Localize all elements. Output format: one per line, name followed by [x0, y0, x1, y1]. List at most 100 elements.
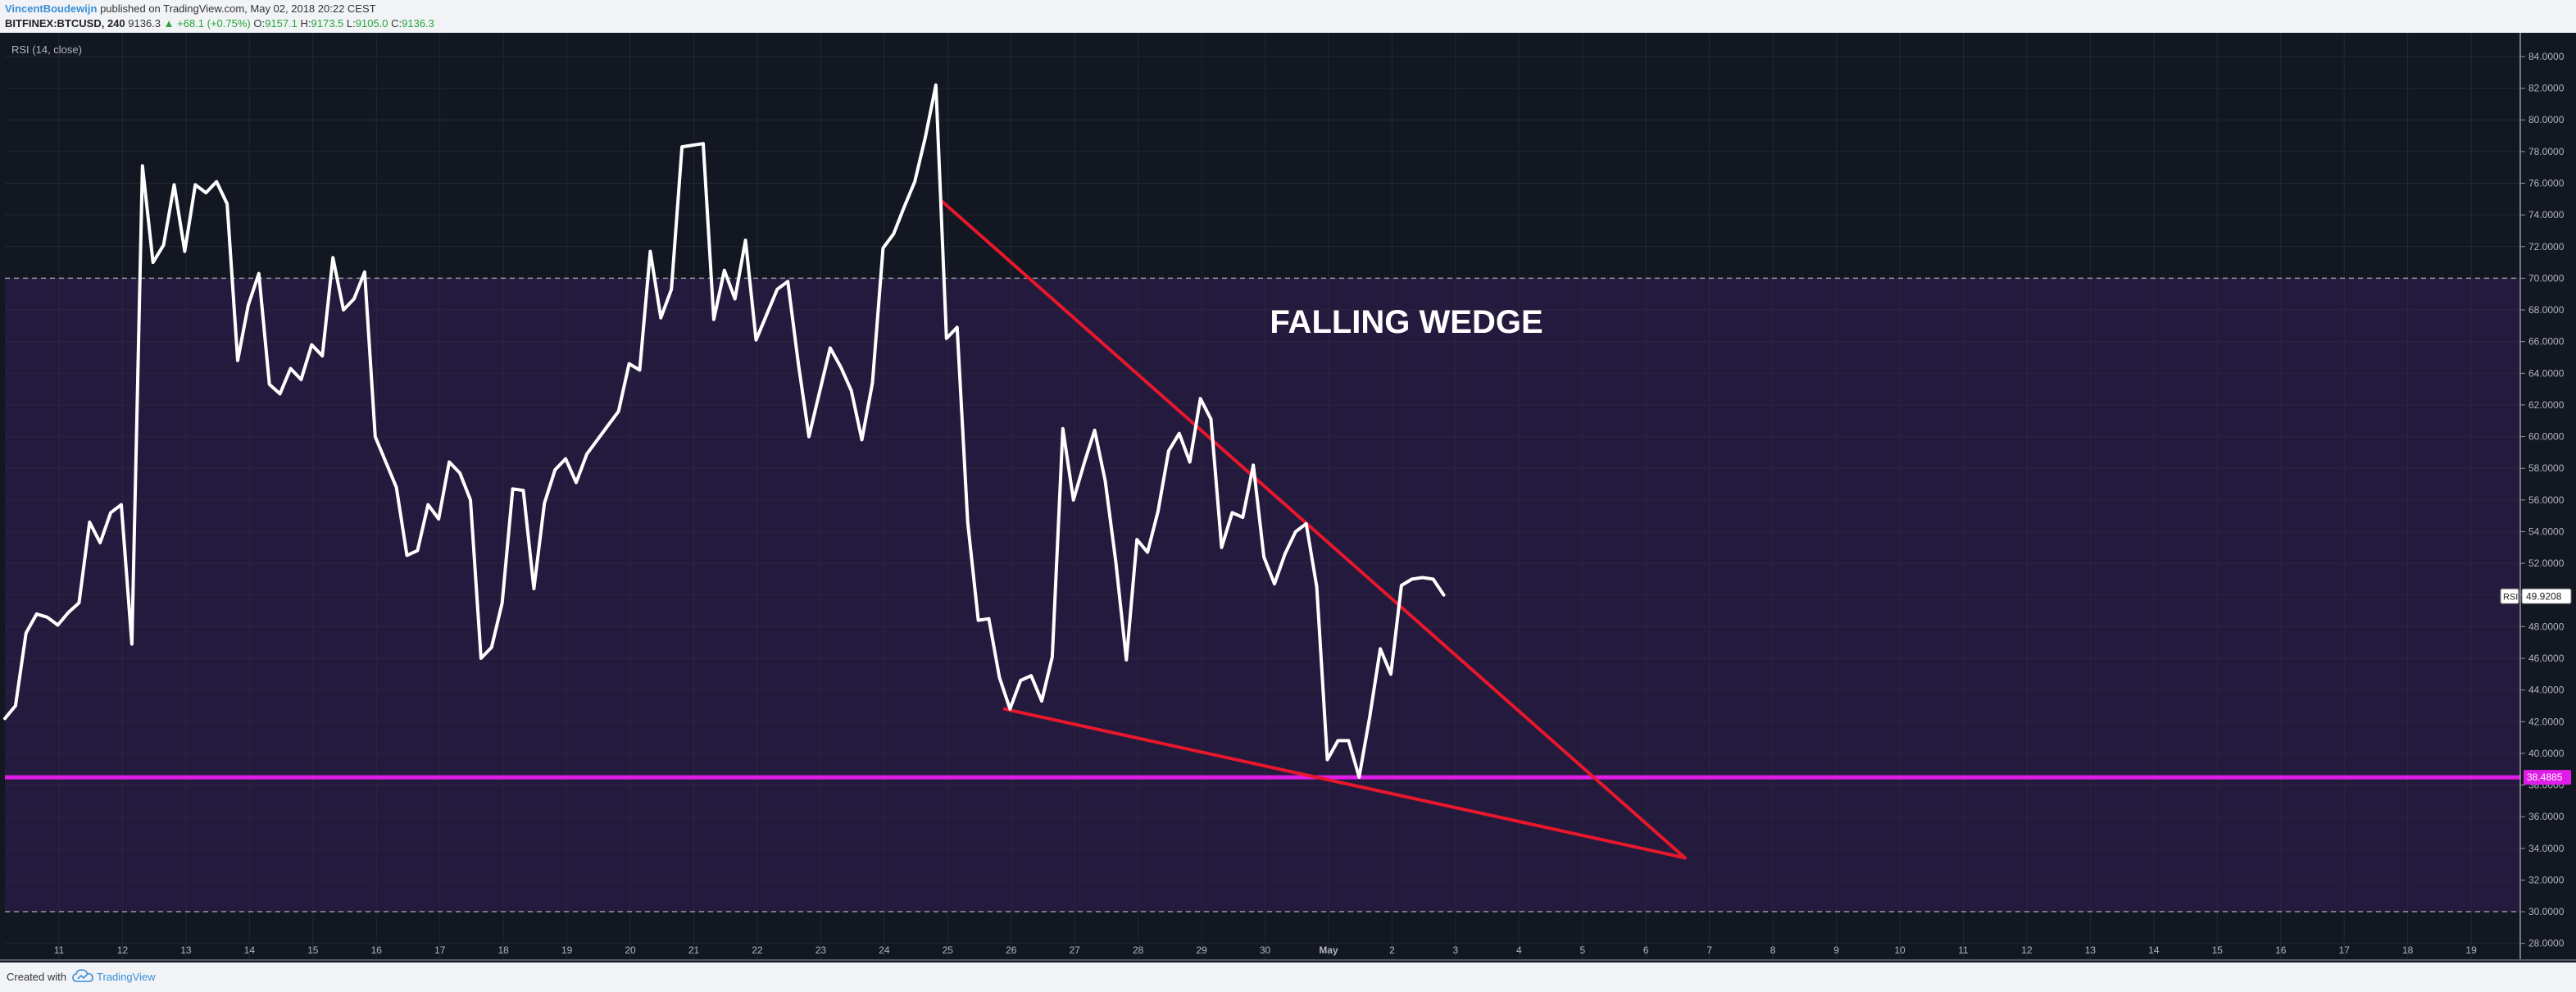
x-tick-label: 16: [371, 944, 383, 956]
rsi-tag-box: [2500, 588, 2519, 604]
rsi-line: [3, 83, 1446, 779]
x-tick-label: May: [1319, 944, 1338, 956]
x-tick-label: 24: [879, 944, 890, 956]
symbol-name: BITFINEX:BTCUSD, 240: [5, 17, 125, 30]
y-tick-label: 46.0000: [2528, 653, 2565, 664]
x-tick-label: 23: [816, 944, 827, 956]
x-tick-label: 18: [2402, 944, 2414, 956]
x-tick-label: 29: [1196, 944, 1207, 956]
rsi-chart-svg[interactable]: 28.000030.000032.000034.000036.000038.00…: [0, 33, 2576, 962]
x-tick-label: 26: [1006, 944, 1017, 956]
y-tick-label: 76.0000: [2528, 178, 2565, 189]
x-tick-label: 6: [1643, 944, 1649, 956]
x-tick-label: 20: [625, 944, 636, 956]
x-tick-label: 18: [497, 944, 509, 956]
x-tick-label: 17: [2339, 944, 2351, 956]
time-axis: 11 12 13 14 15 16 17 18 19 20 21 22 23 24 25 26 27 28 29 30…: [0, 944, 2576, 961]
x-tick-label: 30: [1260, 944, 1271, 956]
y-tick-label: 72.0000: [2528, 241, 2565, 253]
x-tick-label: 27: [1070, 944, 1081, 956]
wedge-trendline-0: [939, 198, 1687, 860]
support-value-label: 38.4885: [2527, 771, 2563, 783]
y-tick-label: 52.0000: [2528, 557, 2565, 569]
x-tick-label: 25: [943, 944, 954, 956]
x-tick-label: 9: [1833, 944, 1839, 956]
close-label: C:: [391, 17, 402, 30]
close-value: 9136.3: [402, 17, 434, 30]
author-link[interactable]: VincentBoudewijn: [5, 2, 98, 15]
x-tick-label: 11: [54, 944, 65, 956]
x-tick-label: 16: [2275, 944, 2287, 956]
tradingview-cloud-icon[interactable]: [72, 969, 93, 984]
y-tick-label: 64.0000: [2528, 367, 2565, 379]
publish-info: VincentBoudewijn published on TradingVie…: [5, 2, 376, 15]
y-tick-label: 60.0000: [2528, 431, 2565, 443]
low-value: 9105.0: [355, 17, 388, 30]
last-price: 9136.3: [128, 17, 161, 30]
indicator-label[interactable]: RSI (14, close): [11, 43, 82, 56]
y-tick-label: 54.0000: [2528, 526, 2565, 537]
wedge-trendline-1: [1002, 707, 1687, 860]
x-tick-label: 21: [688, 944, 700, 956]
x-tick-label: 28: [1133, 944, 1144, 956]
y-tick-label: 74.0000: [2528, 209, 2565, 221]
x-tick-label: 7: [1706, 944, 1712, 956]
x-tick-label: 17: [434, 944, 446, 956]
y-tick-label: 42.0000: [2528, 716, 2565, 727]
y-tick-label: 44.0000: [2528, 685, 2565, 696]
y-tick-label: 58.0000: [2528, 462, 2565, 474]
grid-lines: [5, 33, 2520, 959]
y-tick-label: 78.0000: [2528, 146, 2565, 157]
y-tick-label: 48.0000: [2528, 621, 2565, 632]
y-tick-label: 40.0000: [2528, 748, 2565, 759]
trendlines: [939, 198, 1687, 860]
tradingview-link[interactable]: TradingView: [97, 971, 156, 983]
low-label: L:: [346, 17, 356, 30]
x-tick-label: 10: [1894, 944, 1906, 956]
open-label: O:: [253, 17, 266, 30]
y-tick-label: 32.0000: [2528, 874, 2565, 885]
y-tick-label: 70.0000: [2528, 272, 2565, 284]
y-tick-label: 30.0000: [2528, 906, 2565, 917]
chart-header: VincentBoudewijn published on TradingVie…: [0, 0, 2576, 33]
y-tick-label: 28.0000: [2528, 938, 2565, 949]
x-tick-label: 19: [2465, 944, 2477, 956]
x-tick-label: 13: [2085, 944, 2097, 956]
x-tick-label: 22: [752, 944, 763, 956]
x-tick-label: 5: [1579, 944, 1585, 956]
y-tick-label: 80.0000: [2528, 114, 2565, 125]
falling-wedge-label: FALLING WEDGE: [1270, 304, 1542, 340]
high-label: H:: [300, 17, 311, 30]
support-price-tag: [2524, 770, 2571, 785]
x-tick-label: 8: [1770, 944, 1776, 956]
y-tick-label: 34.0000: [2528, 843, 2565, 854]
reference-lines: [5, 277, 2520, 912]
open-value: 9157.1: [265, 17, 298, 30]
symbol-info: BITFINEX:BTCUSD, 240 9136.3 ▲ +68.1 (+0.…: [5, 17, 434, 30]
price-axis: 28.000030.000032.000034.000036.000038.00…: [2500, 33, 2572, 959]
y-tick-label: 66.0000: [2528, 336, 2565, 348]
x-tick-label: 15: [2212, 944, 2224, 956]
price-change: ▲ +68.1 (+0.75%): [163, 17, 251, 30]
x-tick-label: 14: [244, 944, 256, 956]
rsi-last-value: 49.9208: [2526, 590, 2562, 602]
high-value: 9173.5: [311, 17, 344, 30]
y-tick-label: 36.0000: [2528, 811, 2565, 822]
x-tick-label: 15: [307, 944, 319, 956]
x-tick-label: 19: [561, 944, 573, 956]
x-tick-label: 12: [2021, 944, 2033, 956]
x-tick-label: 3: [1453, 944, 1459, 956]
x-tick-label: 4: [1516, 944, 1522, 956]
y-tick-label: 82.0000: [2528, 83, 2565, 94]
x-tick-label: 14: [2148, 944, 2160, 956]
rsi-value-box: [2521, 588, 2572, 604]
rsi-series: [3, 83, 1446, 779]
published-text: published on TradingView.com, May 02, 20…: [100, 2, 376, 15]
y-tick-label: 68.0000: [2528, 304, 2565, 316]
x-tick-label: 12: [117, 944, 129, 956]
x-tick-label: 11: [1958, 944, 1969, 956]
created-with-text: Created with: [7, 971, 66, 983]
y-tick-label: 62.0000: [2528, 399, 2565, 411]
rsi-chart[interactable]: 28.0000 30.0000 32.0000 34.0000 36.0000 38.00…: [0, 33, 2576, 962]
chart-footer: Created with TradingView: [0, 962, 2576, 992]
